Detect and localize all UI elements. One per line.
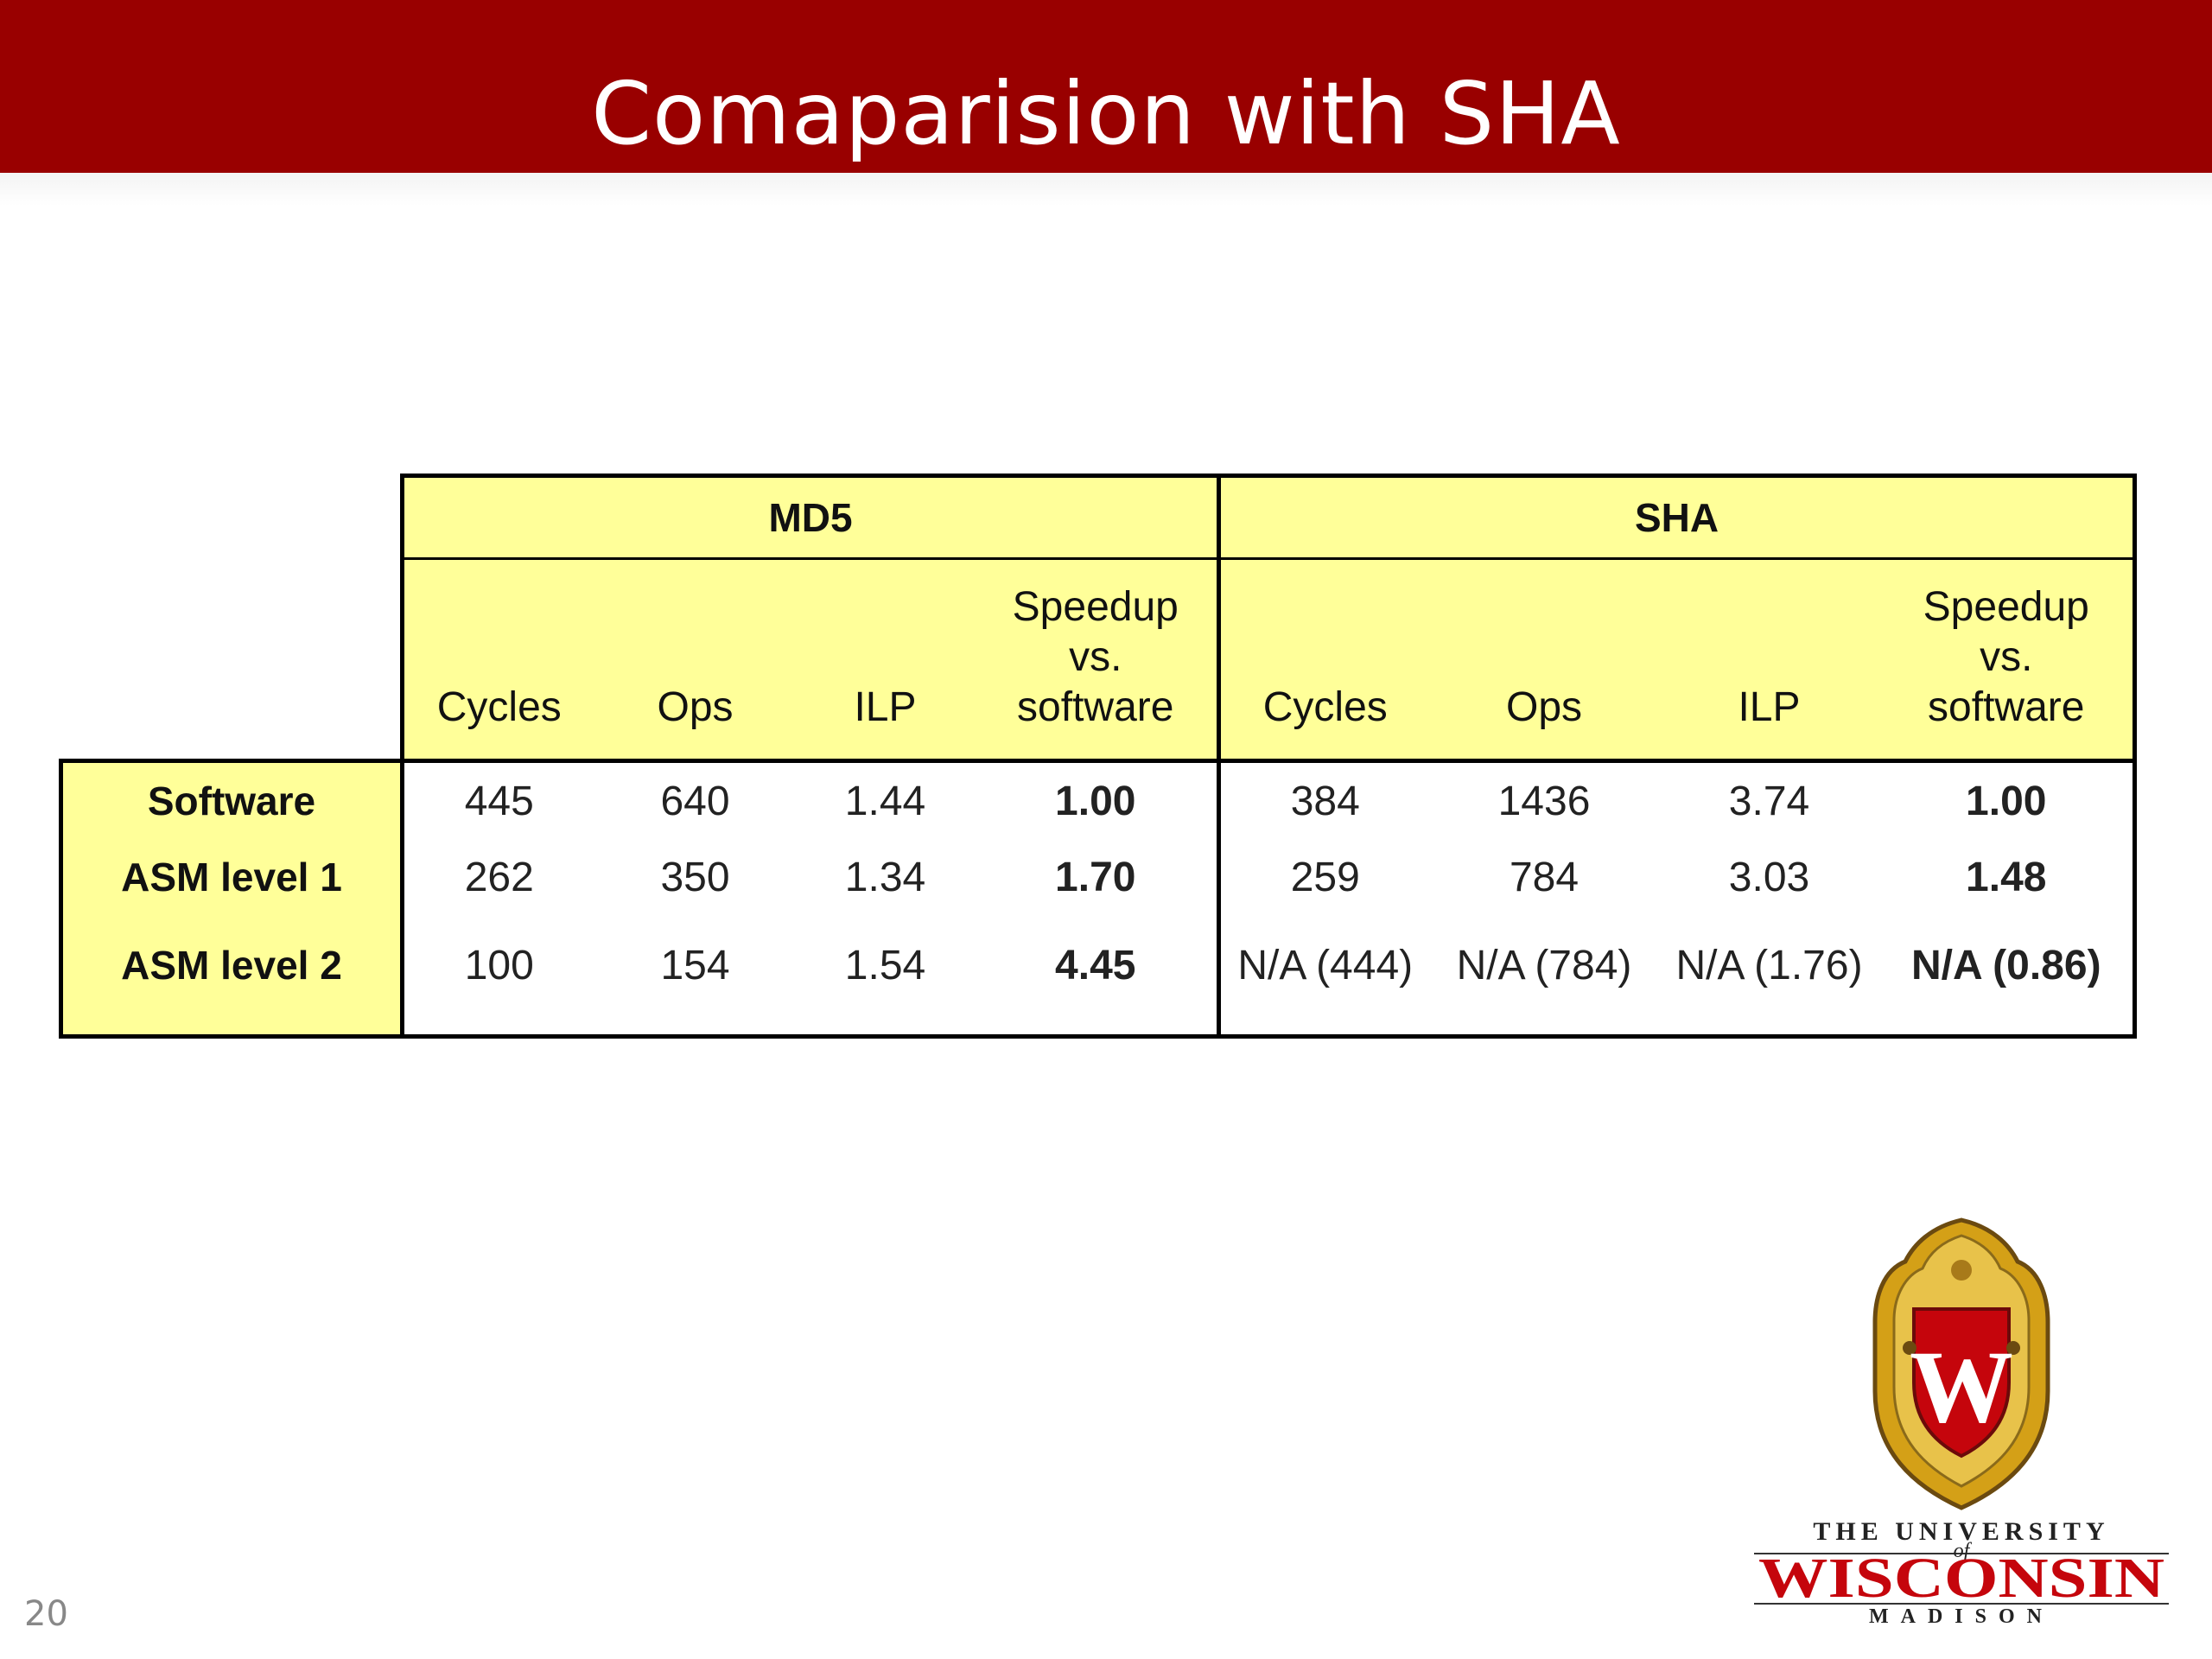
table-cell: 1.00	[974, 759, 1221, 839]
table-cell: 262	[464, 854, 534, 900]
table-cell: 1.70	[974, 839, 1221, 915]
table-cell: N/A (0.86)	[1879, 915, 2137, 1039]
table-cell: 1436	[1429, 759, 1659, 839]
university-logo: W THE UNIVERSITY of WISCONSIN MADISON	[1754, 1217, 2169, 1624]
logo-line-university: THE UNIVERSITY	[1813, 1517, 2109, 1546]
table-cell: 1.54	[796, 915, 975, 1039]
slide-number: 20	[24, 1594, 68, 1634]
table-cell: 784	[1509, 854, 1580, 900]
crest-letter: W	[1910, 1329, 2013, 1444]
table-cell: 1.00	[1879, 759, 2137, 839]
logo-of: of	[1954, 1540, 1973, 1562]
table-cell: 4.45	[974, 915, 1221, 1039]
column-header: Cycles	[400, 558, 594, 761]
title-bar: Comaparision with SHA	[0, 0, 2212, 206]
table-cell: 1.48	[1879, 839, 2137, 915]
row-label: ASM level 2	[59, 915, 404, 1039]
table-cell: 640	[594, 759, 797, 839]
column-header: ILP	[796, 558, 975, 761]
column-header: Speedup vs. software	[974, 558, 1221, 761]
group-header-sha: SHA	[1218, 474, 2137, 560]
table-cell: 3.03	[1728, 854, 1810, 900]
column-header: ILP	[1658, 558, 1880, 761]
table-cell: N/A (1.76)	[1658, 915, 1880, 1039]
crest-icon: W	[1872, 1217, 2050, 1510]
table-cell: N/A (444)	[1218, 915, 1430, 1039]
column-header: Ops	[1429, 558, 1659, 761]
row-label: ASM level 1	[59, 839, 404, 915]
table-cell: 154	[594, 915, 797, 1039]
corner-blank	[61, 476, 403, 559]
column-header: Cycles	[1218, 558, 1430, 761]
row-label: Software	[59, 759, 404, 839]
group-header-md5: MD5	[400, 474, 1221, 560]
comparison-table-container: MD5 SHA Cycles Ops ILP Speedup vs. softwar…	[59, 474, 2137, 1039]
table-cell: 1.34	[844, 854, 926, 900]
table-row: ASM level 2 100 154 1.54 4.45 N/A (444) …	[59, 915, 2137, 1039]
logo-line-madison: MADISON	[1869, 1605, 2054, 1624]
column-header: Ops	[594, 558, 797, 761]
table-row: Software 445 640 1.44 1.00 384 1436 3.74…	[59, 759, 2137, 839]
table-cell: 350	[660, 854, 730, 900]
table-cell: 3.74	[1658, 759, 1880, 839]
table-cell: N/A (784)	[1429, 915, 1659, 1039]
column-header: Speedup vs. software	[1879, 558, 2137, 761]
table-cell: 445	[402, 759, 594, 839]
table-cell: 100	[402, 915, 594, 1039]
table-cell: 1.44	[796, 759, 975, 839]
slide-title: Comaparision with SHA	[591, 63, 1621, 164]
table-cell: 384	[1218, 759, 1430, 839]
corner-blank	[61, 559, 403, 761]
table-row: ASM level 1 262 350 1.34 1.70 259 784 3.…	[59, 839, 2137, 915]
comparison-table: MD5 SHA Cycles Ops ILP Speedup vs. softwar…	[59, 474, 2137, 1039]
table-cell: 259	[1290, 854, 1360, 900]
logo-line-wisconsin: WISCONSIN	[1758, 1547, 2164, 1610]
